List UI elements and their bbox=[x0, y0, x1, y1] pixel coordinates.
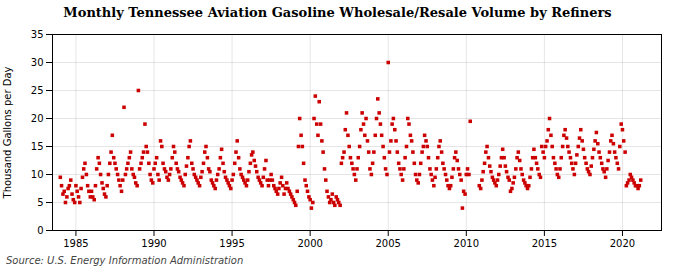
svg-text:5: 5 bbox=[37, 197, 43, 208]
html-text:Source: U.S. Energy Informatio: Source: U.S. Energy Information Administ… bbox=[6, 255, 244, 266]
svg-text:20: 20 bbox=[31, 113, 44, 124]
svg-text:2005: 2005 bbox=[376, 238, 401, 249]
svg-text:Thousand Gallons per Day: Thousand Gallons per Day bbox=[2, 66, 13, 199]
svg-text:10: 10 bbox=[31, 169, 44, 180]
svg-text:2015: 2015 bbox=[532, 238, 557, 249]
svg-text:2020: 2020 bbox=[610, 238, 635, 249]
svg-text:15: 15 bbox=[31, 141, 44, 152]
svg-text:1995: 1995 bbox=[219, 238, 244, 249]
svg-text:1985: 1985 bbox=[63, 238, 88, 249]
html-text:Monthly Tennessee Aviation Gas: Monthly Tennessee Aviation Gasoline Whol… bbox=[63, 5, 612, 20]
svg-text:1990: 1990 bbox=[141, 238, 166, 249]
svg-text:0: 0 bbox=[37, 225, 43, 236]
svg-text:2010: 2010 bbox=[454, 238, 479, 249]
svg-text:30: 30 bbox=[31, 57, 44, 68]
svg-text:2000: 2000 bbox=[297, 238, 322, 249]
svg-text:35: 35 bbox=[31, 29, 44, 40]
svg-text:25: 25 bbox=[31, 85, 44, 96]
